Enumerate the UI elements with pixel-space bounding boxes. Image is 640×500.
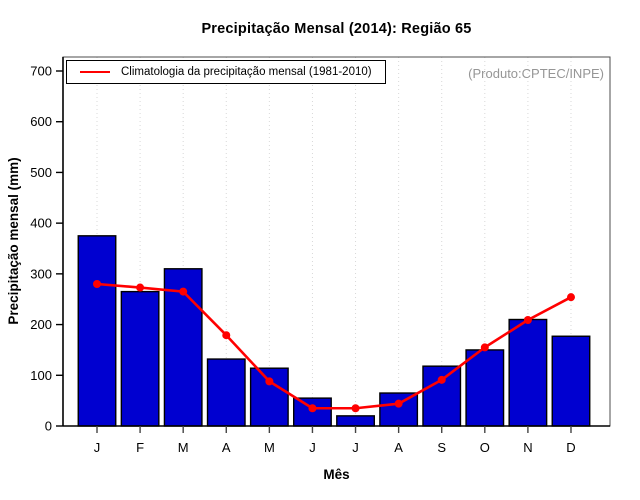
y-tick-label: 100 [30, 368, 52, 383]
climatology-point-M-3 [179, 287, 188, 296]
x-axis-title: Mês [323, 467, 350, 482]
bar-J-7 [336, 415, 375, 427]
x-tick-label: A [394, 440, 403, 455]
legend-box: Climatologia da precipitação mensal (198… [66, 60, 386, 84]
legend-line-sample-icon [80, 71, 110, 73]
y-tick-label: 300 [30, 266, 52, 281]
bar-O-10 [465, 349, 505, 427]
y-tick-label: 0 [45, 419, 52, 434]
climatology-point-O-10 [480, 343, 489, 352]
climatology-point-M-5 [265, 377, 274, 386]
bar-J-1 [77, 235, 117, 427]
x-tick-label: S [437, 440, 446, 455]
annotation-produto: (Produto:CPTEC/INPE) [468, 66, 604, 81]
climatology-point-J-1 [93, 280, 101, 288]
climatology-point-J-6 [308, 404, 317, 413]
chart-title: Precipitação Mensal (2014): Região 65 [201, 21, 472, 37]
y-tick-label: 400 [30, 216, 52, 231]
x-tick-label: M [264, 440, 275, 455]
x-tick-label: J [352, 440, 359, 455]
climatology-point-A-4 [222, 331, 231, 340]
climatology-point-D-12 [566, 293, 575, 302]
y-tick-label: 700 [30, 64, 52, 79]
y-tick-label: 200 [30, 317, 52, 332]
y-tick-label: 500 [30, 165, 52, 180]
bar-D-12 [551, 335, 591, 427]
climatology-line [96, 282, 572, 410]
bar-N-11 [508, 318, 548, 427]
climatology-point-N-11 [523, 316, 532, 325]
x-tick-label: A [222, 440, 231, 455]
y-axis-title: Precipitação mensal (mm) [6, 157, 21, 325]
x-tick-label: F [136, 440, 144, 455]
bar-A-8 [379, 392, 419, 427]
x-tick-label: O [480, 440, 490, 455]
bar-F-2 [120, 290, 160, 427]
climatology-point-S-9 [437, 375, 446, 384]
bar-A-4 [206, 358, 246, 427]
bar-S-9 [422, 365, 462, 427]
x-tick-label: J [309, 440, 316, 455]
bar-M-5 [249, 367, 289, 427]
x-tick-label: M [178, 440, 189, 455]
legend-label: Climatologia da precipitação mensal (198… [121, 66, 372, 78]
x-tick-label: D [566, 440, 575, 455]
climatology-point-A-8 [394, 399, 403, 408]
x-tick-label: J [94, 440, 101, 455]
y-tick-label: 600 [30, 114, 52, 129]
climatology-point-F-2 [136, 283, 145, 292]
x-tick-label: N [523, 440, 532, 455]
climatology-point-J-7 [351, 404, 360, 413]
